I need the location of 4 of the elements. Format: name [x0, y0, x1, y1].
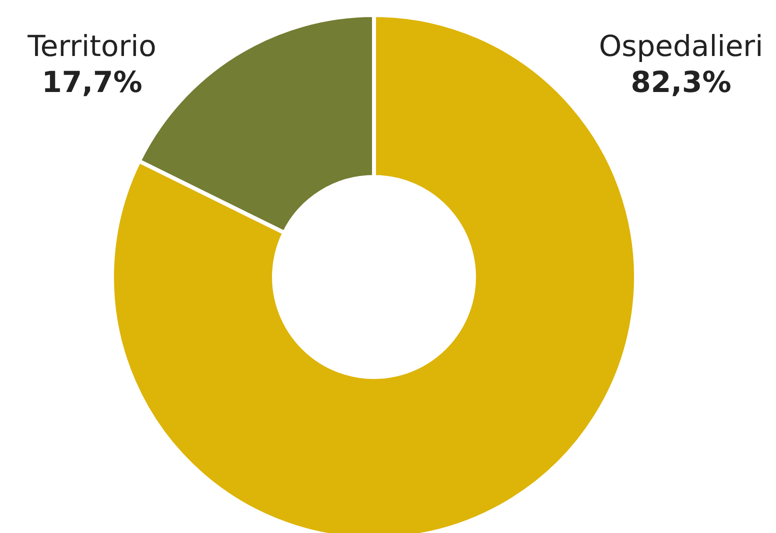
slice-label: Ospedalieri	[598, 29, 764, 63]
slice-label: Territorio	[26, 29, 156, 63]
data-label: 82,3%	[630, 65, 732, 99]
data-label: 17,7%	[42, 65, 142, 99]
